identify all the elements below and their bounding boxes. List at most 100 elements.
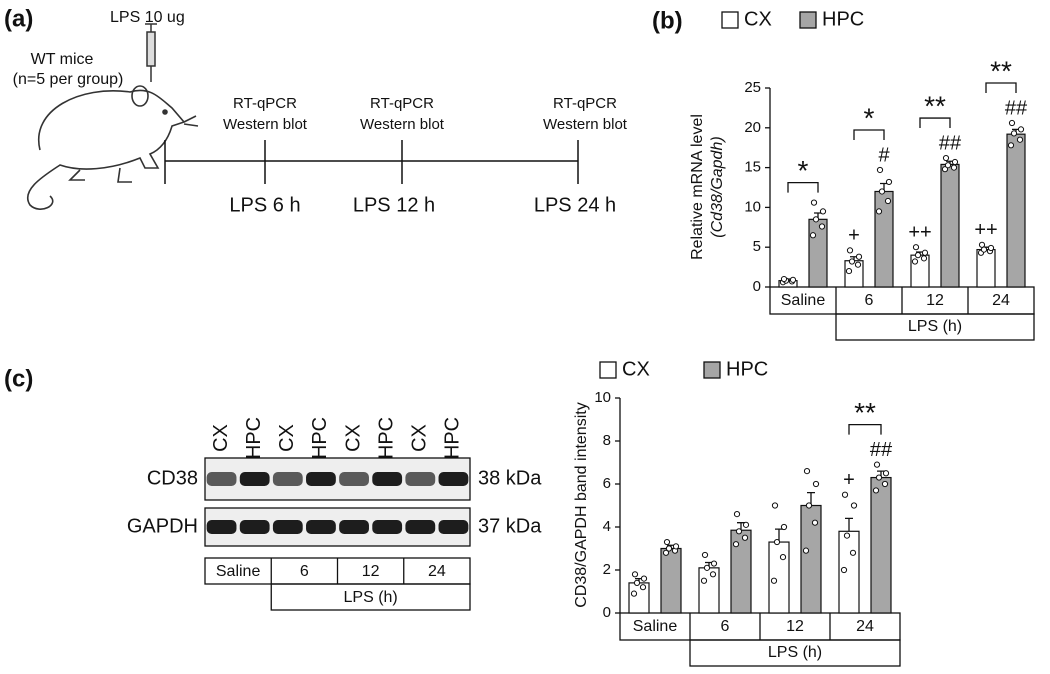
significance-marker: ##	[1005, 97, 1028, 119]
data-point	[849, 549, 857, 556]
bar	[870, 476, 892, 614]
data-point	[885, 178, 893, 186]
bar	[940, 163, 960, 288]
significance-marker: ++	[974, 219, 997, 241]
significance-marker: ##	[870, 439, 893, 461]
band	[306, 520, 336, 534]
bar	[660, 547, 682, 614]
data-point	[845, 267, 853, 275]
panel-label: (a)	[4, 5, 33, 32]
data-point	[1007, 142, 1015, 149]
data-point	[941, 166, 949, 173]
y-tick-label: 5	[753, 238, 761, 255]
panel-label: (b)	[652, 7, 683, 34]
comparison-bracket	[787, 181, 819, 193]
assay: RT-qPCR	[553, 95, 617, 112]
data-point	[942, 154, 950, 162]
band	[438, 472, 469, 486]
data-point	[850, 502, 858, 509]
y-tick-label: 20	[744, 119, 761, 136]
comparison-bracket	[919, 117, 951, 129]
assay: RT-qPCR	[370, 95, 434, 112]
data-point	[809, 232, 817, 239]
band	[438, 520, 469, 534]
band	[372, 520, 403, 534]
data-point	[773, 538, 781, 546]
data-point	[843, 532, 851, 539]
bar	[800, 504, 822, 614]
size-label: 37 kDa	[478, 515, 542, 537]
data-point	[951, 158, 959, 166]
bar	[768, 541, 790, 614]
legend-swatch	[799, 11, 817, 29]
data-point	[987, 244, 995, 252]
band	[239, 472, 270, 486]
data-point	[978, 241, 986, 248]
data-point	[846, 247, 854, 254]
data-point	[732, 541, 740, 548]
data-point	[802, 547, 810, 554]
data-point	[1008, 119, 1016, 127]
group-label: 6	[300, 563, 309, 580]
y-axis-label: CD38/GAPDH band intensity	[573, 402, 590, 607]
data-point	[779, 554, 787, 561]
data-point	[875, 208, 883, 215]
band	[306, 472, 336, 486]
legend-label: HPC	[726, 358, 768, 380]
significance-marker: ++	[908, 221, 931, 243]
band	[405, 520, 436, 534]
data-point	[1010, 130, 1018, 137]
group-label: 12	[362, 563, 380, 580]
comparison-bracket	[848, 424, 882, 435]
data-point	[803, 468, 811, 475]
data-point	[631, 571, 639, 578]
size-label: 38 kDa	[478, 467, 542, 489]
data-point	[884, 197, 892, 205]
legend-label: HPC	[822, 8, 864, 30]
data-point	[780, 523, 788, 531]
data-point	[881, 480, 889, 488]
y-tick-label: 0	[753, 278, 761, 295]
data-point	[810, 199, 818, 206]
error-bar	[845, 517, 853, 532]
data-point	[709, 571, 717, 578]
bar	[874, 190, 894, 288]
band	[405, 472, 436, 486]
panel-label: (c)	[4, 365, 33, 392]
group-label: 24	[428, 563, 446, 580]
band	[339, 520, 369, 534]
assay: Western blot	[543, 116, 628, 133]
data-point	[812, 216, 820, 223]
data-point	[848, 258, 856, 265]
significance-marker: #	[878, 144, 890, 166]
data-point	[630, 590, 638, 597]
significance-marker: +	[843, 469, 855, 491]
data-point	[663, 538, 671, 546]
band	[239, 520, 270, 534]
data-point	[920, 255, 928, 262]
legend-swatch	[721, 11, 739, 29]
comparison-label: **	[924, 90, 946, 121]
data-point	[873, 461, 881, 468]
lane-label: CX	[210, 424, 232, 452]
band	[372, 472, 403, 486]
data-point	[875, 474, 883, 481]
band	[206, 472, 237, 486]
data-point	[818, 223, 826, 230]
data-point	[1016, 136, 1024, 143]
lps-box	[270, 583, 471, 611]
comparison-label: **	[854, 397, 876, 428]
data-point	[703, 564, 711, 571]
subject: WT mice	[31, 51, 94, 68]
band	[272, 520, 303, 534]
y-axis-label: (Cd38/Gapdh)	[709, 136, 726, 237]
data-point	[742, 521, 750, 528]
data-point	[855, 253, 863, 260]
lps-label: LPS (h)	[908, 318, 962, 335]
x-tick-label: 12	[926, 292, 944, 309]
data-point	[662, 549, 670, 556]
legend-label: CX	[622, 358, 650, 380]
assay: Western blot	[223, 116, 308, 133]
data-point	[812, 480, 820, 488]
timepoint: LPS 24 h	[534, 194, 616, 216]
